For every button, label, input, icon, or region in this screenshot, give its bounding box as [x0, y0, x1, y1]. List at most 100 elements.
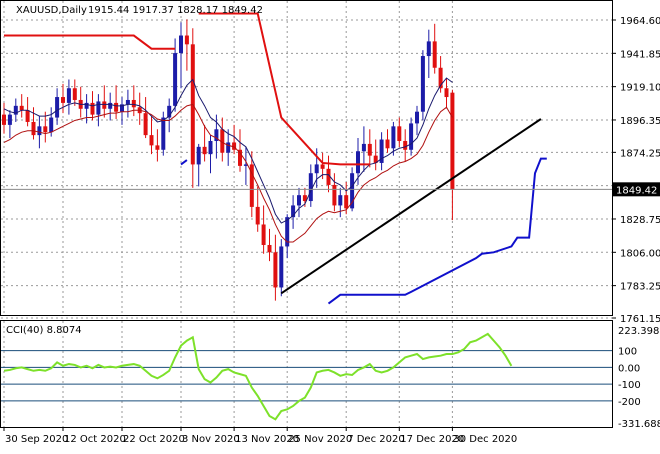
- current-price-label: 1849.42: [616, 185, 657, 196]
- candle-body: [31, 121, 36, 136]
- candle-body: [326, 168, 331, 185]
- cci-panel-frame: [0, 320, 613, 428]
- price-axis-label: 1919.10: [620, 83, 660, 94]
- candle-body: [297, 195, 301, 206]
- candle-body: [2, 114, 6, 125]
- candle-body: [397, 126, 402, 141]
- moving-average-slow: [3, 103, 453, 243]
- sar-line-blue: [180, 159, 188, 166]
- candle-body: [120, 104, 124, 112]
- price-axis-label: 1874.25: [620, 148, 660, 159]
- candle-body: [444, 88, 449, 98]
- candle-body: [7, 114, 12, 125]
- price-axis-label: 1941.85: [620, 49, 660, 60]
- current-price-box: [613, 182, 660, 197]
- candle-body: [37, 126, 42, 136]
- candle-body: [332, 184, 337, 206]
- candle-body: [102, 101, 107, 109]
- candle-body: [149, 135, 154, 146]
- candle-body: [108, 102, 113, 109]
- price-axis-label: 1761.15: [620, 314, 660, 325]
- candle-body: [55, 97, 60, 118]
- candle-body: [320, 164, 325, 169]
- candle-body: [373, 155, 378, 163]
- candle-body: [143, 113, 148, 136]
- cci-axis-label: 223.3982: [618, 326, 660, 337]
- time-axis-label: 22 Oct 2020: [123, 434, 185, 445]
- axis-layer: 1964.601941.851919.101896.351874.251851.…: [3, 16, 660, 445]
- price-axis-label: 1783.25: [620, 282, 660, 293]
- time-axis-label: 30 Sep 2020: [5, 434, 68, 445]
- cci-axis-label: -331.6881: [618, 419, 660, 430]
- candle-body: [314, 164, 319, 174]
- candle-body: [238, 149, 242, 166]
- candle-body: [367, 143, 372, 156]
- time-axis-label: 7 Dec 2020: [347, 434, 405, 445]
- candle-body: [338, 195, 343, 206]
- candle-body: [202, 146, 207, 155]
- candle-body: [49, 117, 54, 133]
- trend-line: [280, 118, 542, 295]
- candle-body: [426, 41, 431, 57]
- time-axis-label: 25 Nov 2020: [288, 434, 352, 445]
- candle-body: [184, 35, 189, 45]
- candle-body: [249, 164, 254, 207]
- candle-body: [302, 195, 307, 202]
- candle-body: [391, 126, 396, 149]
- time-axis-label: 17 Dec 2020: [400, 434, 464, 445]
- candle-body: [114, 102, 119, 112]
- cci-axis-label: 0.00: [618, 363, 640, 374]
- candle-body: [131, 99, 136, 108]
- candle-body: [25, 110, 30, 122]
- candle-body: [291, 205, 296, 218]
- candle-body: [66, 88, 71, 103]
- price-panel-frame: [0, 0, 613, 316]
- price-axis-label: 1896.35: [620, 116, 660, 127]
- cci-layer: [1, 332, 612, 421]
- cci-line: [3, 332, 513, 421]
- candle-body: [155, 145, 160, 150]
- candle-body: [220, 129, 225, 153]
- candle-body: [43, 126, 48, 133]
- candle-body: [273, 252, 278, 288]
- cci-axis-label: -200: [618, 397, 641, 408]
- sar-line-blue: [327, 157, 547, 305]
- candle-body: [96, 101, 101, 115]
- candle-body: [350, 173, 355, 209]
- time-axis-label: 12 Oct 2020: [64, 434, 126, 445]
- candle-body: [385, 139, 390, 149]
- candle-body: [438, 67, 443, 89]
- candle-body: [261, 224, 266, 245]
- candle-body: [208, 140, 213, 155]
- candle-body: [379, 139, 384, 163]
- candle-body: [243, 164, 248, 166]
- candle-body: [84, 102, 89, 109]
- candle-body: [125, 99, 130, 105]
- time-axis-label: 13 Nov 2020: [235, 434, 299, 445]
- time-axis-label: 30 Dec 2020: [453, 434, 517, 445]
- sar-line-red: [4, 34, 176, 50]
- candle-body: [255, 206, 260, 225]
- cci-axis-label: 100: [618, 347, 637, 358]
- candle-body: [173, 53, 178, 106]
- candle-body: [409, 123, 414, 150]
- candle-body: [167, 105, 172, 118]
- candle-body: [308, 173, 313, 202]
- price-axis-label: 1828.75: [620, 215, 660, 226]
- candle-body: [196, 146, 201, 165]
- candle-body: [232, 142, 237, 150]
- candle-body: [226, 142, 231, 153]
- candle-body: [161, 117, 166, 150]
- candle-body: [179, 35, 183, 54]
- candle-body: [214, 129, 219, 141]
- candle-body: [403, 140, 408, 150]
- candle-body: [432, 41, 437, 68]
- candle-body: [361, 143, 366, 152]
- candle-body: [415, 111, 419, 124]
- price-axis-label: 1964.60: [620, 16, 660, 27]
- candle-body: [285, 217, 290, 247]
- cci-axis-label: -100: [618, 380, 641, 391]
- cci-title: CCI(40) 8.8074: [6, 325, 82, 336]
- moving-average-fast: [3, 77, 453, 224]
